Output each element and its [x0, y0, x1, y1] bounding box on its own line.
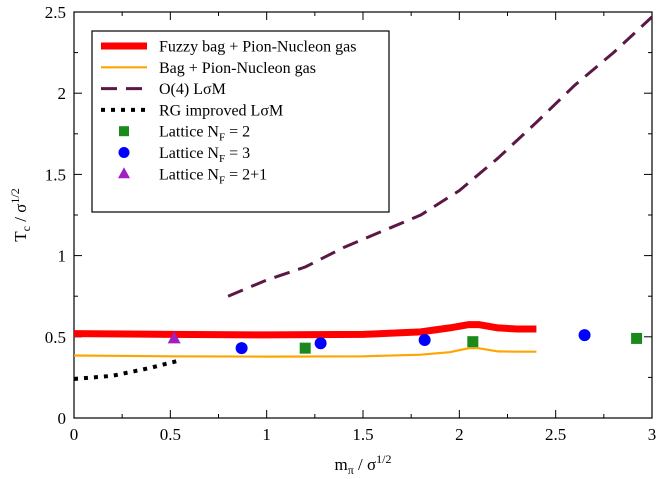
- x-tick-label: 2.5: [545, 425, 566, 444]
- x-tick-label: 0.5: [160, 425, 181, 444]
- y-tick-label: 1: [58, 247, 67, 266]
- data-point-circle-1: [314, 337, 327, 350]
- data-point-square-0: [299, 342, 311, 354]
- legend-label-4: Lattice NF = 2: [159, 124, 250, 144]
- legend-marker-4: [119, 126, 129, 137]
- data-point-square-2: [631, 332, 643, 344]
- legend-box: [91, 30, 390, 213]
- tick-labels: 0 0.5 1 1.5 2 2.5 3 0 0.5 1 1.5 2 2.5: [45, 3, 657, 444]
- series-line-3: [73, 358, 181, 381]
- y-tick-label: 0.5: [45, 328, 66, 347]
- series-layer: [73, 15, 654, 381]
- y-tick-label: 2: [58, 84, 67, 103]
- legend-label-3: RG improved LσM: [159, 102, 283, 119]
- legend-marker-6: [118, 167, 130, 179]
- y-tick-label: 2.5: [45, 3, 66, 22]
- data-point-triangle-0: [167, 331, 181, 344]
- series-line-0: [73, 321, 537, 339]
- data-point-circle-3: [578, 329, 591, 342]
- data-point-circle-0: [235, 342, 248, 355]
- legend-label-6: Lattice NF = 2+1: [159, 166, 267, 186]
- data-point-circle-2: [418, 334, 431, 347]
- x-tick-label: 1: [262, 425, 271, 444]
- series-line-1: [73, 347, 537, 358]
- x-tick-label: 0: [70, 425, 79, 444]
- series-line-2: [227, 15, 654, 298]
- y-axis-label: Tc / σ1/2: [8, 188, 33, 241]
- legend-label-5: Lattice NF = 3: [159, 145, 250, 165]
- tick-marks: [73, 11, 653, 419]
- x-tick-label: 2: [455, 425, 464, 444]
- y-tick-label: 0: [58, 409, 67, 428]
- y-tick-label: 1.5: [45, 165, 66, 184]
- x-tick-label: 3: [648, 425, 657, 444]
- legend-marker-5: [118, 147, 130, 158]
- legend-label-1: Bag + Pion-Nucleon gas: [159, 60, 316, 77]
- x-tick-label: 1.5: [352, 425, 373, 444]
- x-axis-label: mπ / σ1/2: [334, 452, 391, 477]
- legend-label-0: Fuzzy bag + Pion-Nucleon gas: [159, 39, 356, 56]
- legend: Fuzzy bag + Pion-Nucleon gas Bag + Pion-N…: [91, 30, 390, 213]
- legend-label-2: O(4) LσM: [159, 81, 226, 98]
- data-point-square-1: [467, 336, 479, 348]
